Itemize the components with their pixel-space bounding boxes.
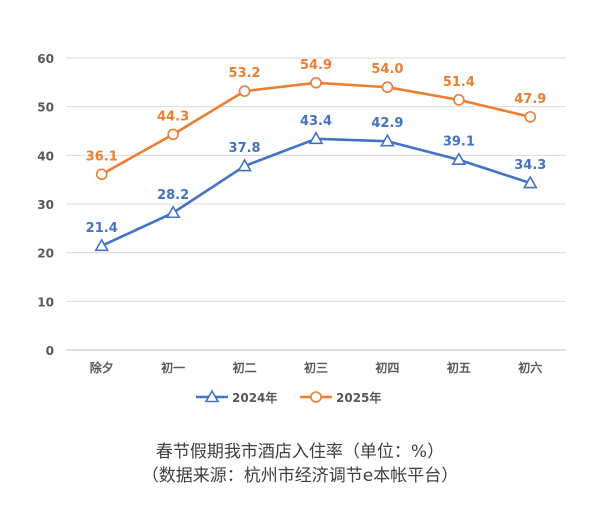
legend-item-1: 2024年 (196, 389, 277, 405)
x-tick-label: 初一 (161, 360, 185, 375)
legend: 2024年 2025年 (196, 389, 381, 405)
gridlines (66, 57, 566, 351)
data-label: 53.2 (229, 66, 261, 81)
x-tick-label: 初四 (375, 360, 399, 375)
data-label: 44.3 (157, 109, 189, 124)
series-lines (94, 77, 538, 252)
data-point-marker (95, 168, 108, 181)
x-tick-label: 除夕 (90, 360, 114, 375)
data-label: 43.4 (300, 114, 332, 129)
data-point-marker (238, 85, 251, 97)
data-label: 21.4 (86, 221, 118, 236)
data-label: 54.9 (300, 58, 332, 73)
data-point-marker (94, 238, 110, 252)
y-tick-label: 50 (37, 101, 54, 115)
x-tick-label: 初三 (304, 360, 328, 375)
data-point-marker (204, 389, 220, 403)
data-point-marker (524, 111, 537, 123)
data-point-marker (522, 175, 538, 189)
data-point-marker (167, 128, 179, 141)
legend-item-2: 2025年 (300, 390, 381, 405)
chart-caption: 春节假期我市酒店入住率（单位：%） （数据来源：杭州市经济调节e本帐平台） (0, 440, 600, 488)
data-point-marker (381, 81, 394, 93)
data-label: 37.8 (229, 141, 261, 156)
x-tick-label: 初二 (233, 360, 257, 375)
data-label: 47.9 (514, 92, 546, 107)
y-tick-label: 10 (37, 295, 54, 309)
x-tick-label: 初五 (447, 360, 471, 375)
data-label: 54.0 (371, 62, 403, 77)
data-label: 42.9 (371, 116, 403, 131)
data-point-marker (310, 391, 322, 403)
data-labels: 21.4 28.2 37.8 43.4 42.9 39.1 34.3 36.1 44.3 53.2… (86, 58, 547, 236)
y-tick-label: 20 (37, 247, 54, 261)
chart-caption-title: 春节假期我市酒店入住率（单位：%） (155, 442, 445, 462)
axes: 0 10 20 30 40 50 60 除夕 初一 初二 初三 初四 初五 初六 (37, 52, 542, 375)
y-tick-label: 40 (37, 149, 54, 163)
data-point-marker (308, 131, 324, 145)
y-tick-label: 60 (37, 52, 54, 66)
data-label: 51.4 (443, 75, 475, 90)
data-point-marker (165, 205, 181, 219)
data-point-marker (237, 158, 252, 172)
data-label: 34.3 (514, 158, 546, 173)
y-tick-label: 30 (37, 198, 54, 212)
data-label: 36.1 (86, 149, 118, 164)
data-label: 28.2 (157, 188, 189, 203)
y-tick-label: 0 (46, 344, 54, 358)
data-point-marker (453, 94, 465, 106)
data-point-marker (380, 133, 395, 147)
legend-label: 2024年 (232, 390, 277, 405)
data-point-marker (451, 152, 467, 166)
x-tick-label: 初六 (518, 360, 542, 375)
legend-label: 2025年 (336, 390, 381, 405)
chart-caption-source: （数据来源：杭州市经济调节e本帐平台） (141, 466, 459, 486)
data-point-marker (310, 77, 322, 89)
data-label: 39.1 (443, 135, 475, 150)
